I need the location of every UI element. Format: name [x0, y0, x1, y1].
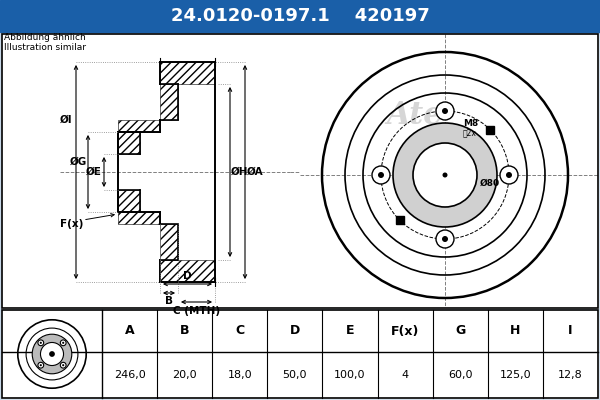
- Circle shape: [49, 351, 55, 357]
- Circle shape: [40, 342, 64, 366]
- Text: G: G: [455, 324, 466, 338]
- Bar: [2, 34, 598, 308]
- Circle shape: [319, 49, 571, 301]
- Circle shape: [500, 166, 518, 184]
- Bar: [2, 310, 598, 398]
- Circle shape: [442, 236, 448, 242]
- Text: 18,0: 18,0: [227, 370, 252, 380]
- Text: 246,0: 246,0: [113, 370, 145, 380]
- Circle shape: [62, 342, 64, 344]
- Circle shape: [442, 108, 448, 114]
- Text: D: D: [183, 271, 192, 281]
- Text: Abbildung ähnlich: Abbildung ähnlich: [4, 34, 86, 42]
- Text: 12,8: 12,8: [558, 370, 583, 380]
- Text: D: D: [290, 324, 300, 338]
- Text: C (MTH): C (MTH): [173, 306, 220, 316]
- Bar: [396, 216, 404, 224]
- Circle shape: [38, 362, 44, 368]
- Text: ØI: ØI: [59, 115, 73, 125]
- Text: F(x): F(x): [61, 219, 83, 229]
- Text: Ø80: Ø80: [480, 178, 500, 188]
- Circle shape: [61, 362, 66, 368]
- Bar: [2, 310, 598, 398]
- Circle shape: [40, 342, 42, 344]
- Bar: [486, 126, 494, 134]
- Text: A: A: [125, 324, 134, 338]
- Text: ØA: ØA: [247, 167, 263, 177]
- Text: 4: 4: [401, 370, 409, 380]
- Circle shape: [372, 166, 390, 184]
- Text: 100,0: 100,0: [334, 370, 366, 380]
- Text: E: E: [346, 324, 354, 338]
- Circle shape: [61, 340, 66, 346]
- Text: ØG: ØG: [70, 157, 86, 167]
- Circle shape: [32, 334, 72, 374]
- Text: 125,0: 125,0: [500, 370, 531, 380]
- Text: 50,0: 50,0: [283, 370, 307, 380]
- Text: 24.0120-0197.1    420197: 24.0120-0197.1 420197: [170, 7, 430, 25]
- Text: ⬛2x: ⬛2x: [463, 128, 477, 138]
- Text: B: B: [180, 324, 190, 338]
- Circle shape: [62, 364, 64, 366]
- Text: M8: M8: [463, 118, 478, 128]
- Circle shape: [393, 123, 497, 227]
- Text: I: I: [568, 324, 572, 338]
- Circle shape: [506, 172, 512, 178]
- Text: C: C: [235, 324, 244, 338]
- Circle shape: [443, 172, 448, 178]
- Text: ØE: ØE: [86, 167, 102, 177]
- Bar: [2, 34, 598, 308]
- Text: Illustration similar: Illustration similar: [4, 42, 86, 52]
- Circle shape: [378, 172, 384, 178]
- Text: Ate: Ate: [386, 100, 443, 130]
- Circle shape: [413, 143, 477, 207]
- Circle shape: [436, 102, 454, 120]
- Text: F(x): F(x): [391, 324, 419, 338]
- Circle shape: [436, 230, 454, 248]
- Text: ØH: ØH: [231, 167, 249, 177]
- Bar: [0, 0, 600, 32]
- Text: B: B: [165, 296, 173, 306]
- Circle shape: [40, 364, 42, 366]
- Text: 60,0: 60,0: [448, 370, 472, 380]
- Text: 20,0: 20,0: [172, 370, 197, 380]
- Circle shape: [38, 340, 44, 346]
- Text: H: H: [510, 324, 521, 338]
